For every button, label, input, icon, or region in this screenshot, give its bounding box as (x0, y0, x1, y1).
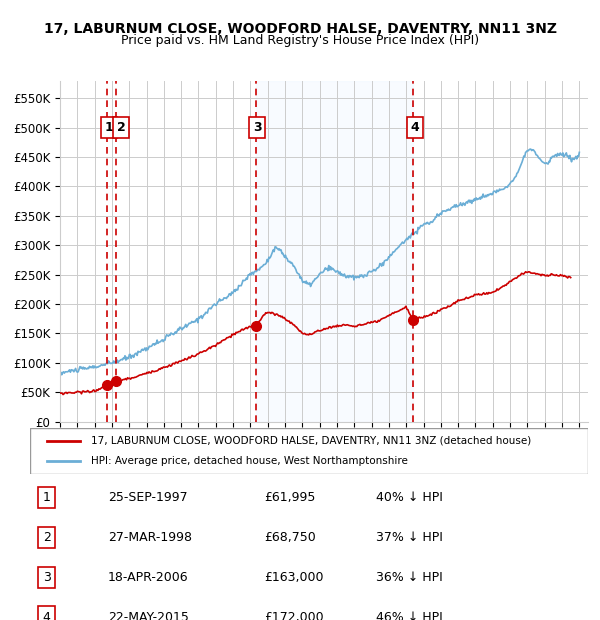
Text: 37% ↓ HPI: 37% ↓ HPI (376, 531, 443, 544)
Text: 2: 2 (117, 121, 126, 134)
Text: 27-MAR-1998: 27-MAR-1998 (108, 531, 192, 544)
Text: £172,000: £172,000 (265, 611, 324, 620)
Text: 1: 1 (104, 121, 113, 134)
Text: 4: 4 (43, 611, 50, 620)
Text: HPI: Average price, detached house, West Northamptonshire: HPI: Average price, detached house, West… (91, 456, 408, 466)
Text: 1: 1 (43, 491, 50, 504)
Text: 36% ↓ HPI: 36% ↓ HPI (376, 571, 443, 584)
Text: 22-MAY-2015: 22-MAY-2015 (108, 611, 189, 620)
Text: 18-APR-2006: 18-APR-2006 (108, 571, 189, 584)
Text: £68,750: £68,750 (265, 531, 316, 544)
Text: 17, LABURNUM CLOSE, WOODFORD HALSE, DAVENTRY, NN11 3NZ: 17, LABURNUM CLOSE, WOODFORD HALSE, DAVE… (44, 22, 557, 36)
Text: 4: 4 (410, 121, 419, 134)
Text: 3: 3 (253, 121, 262, 134)
Text: 3: 3 (43, 571, 50, 584)
Text: Price paid vs. HM Land Registry's House Price Index (HPI): Price paid vs. HM Land Registry's House … (121, 34, 479, 47)
Text: 40% ↓ HPI: 40% ↓ HPI (376, 491, 443, 504)
Text: £61,995: £61,995 (265, 491, 316, 504)
Text: 46% ↓ HPI: 46% ↓ HPI (376, 611, 443, 620)
Bar (256, 81, 413, 422)
Text: 25-SEP-1997: 25-SEP-1997 (108, 491, 188, 504)
Text: £163,000: £163,000 (265, 571, 324, 584)
Text: 2: 2 (43, 531, 50, 544)
FancyBboxPatch shape (30, 428, 588, 474)
Text: 17, LABURNUM CLOSE, WOODFORD HALSE, DAVENTRY, NN11 3NZ (detached house): 17, LABURNUM CLOSE, WOODFORD HALSE, DAVE… (91, 436, 532, 446)
